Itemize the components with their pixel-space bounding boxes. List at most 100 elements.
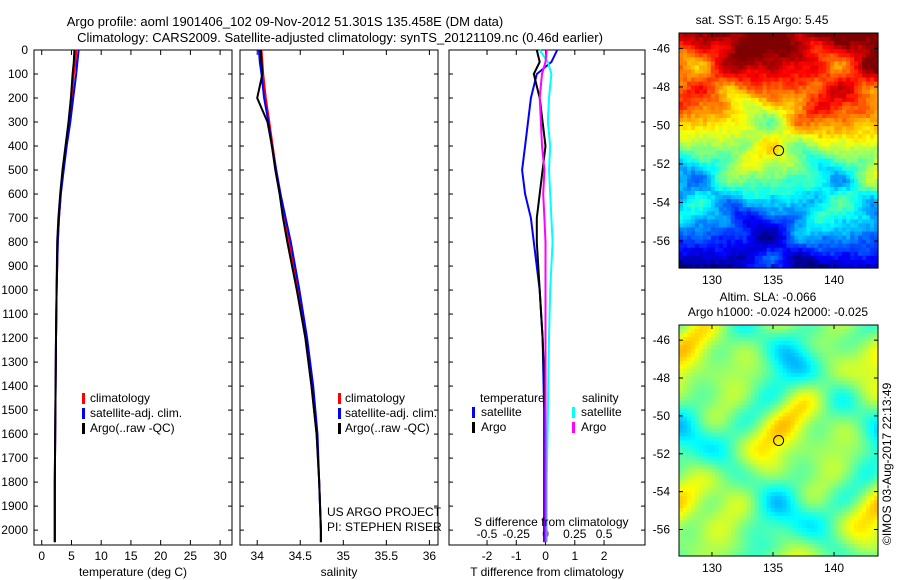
x-tick-label: 36 [423,549,437,563]
sst-map[interactable] [679,33,879,269]
depth-tick-label: 900 [8,259,28,273]
lat-tick-label: -48 [653,371,671,385]
depth-tick-label: 2000 [1,523,28,537]
argo-location-marker [773,145,785,157]
lat-tick-label: -50 [653,118,671,132]
lon-tick-label: 130 [702,273,722,287]
depth-tick-label: 500 [8,163,28,177]
x-tick-label: -2 [482,549,493,563]
lat-tick-label: -56 [653,234,671,248]
series-line-s-satellite [538,49,554,543]
profile-panel-1-frame [33,49,233,546]
series-line-argo-raw-qc- [256,49,322,543]
legend-swatch [338,408,341,419]
sla-map[interactable] [679,325,879,557]
x-tick-label: 34 [251,549,265,563]
lat-tick-label: -48 [653,80,671,94]
legend-label: Argo [481,420,507,434]
depth-tick-label: 400 [8,139,28,153]
title-line-2: Climatology: CARS2009. Satellite-adjuste… [77,30,603,45]
s-diff-tick-label: -0.25 [503,527,531,541]
depth-tick-label: 1000 [1,283,28,297]
lat-tick-label: -46 [653,333,671,347]
profile-panel-2-frame [239,49,439,546]
x-axis-label: temperature (deg C) [79,565,187,579]
s-diff-tick-label: -0.5 [477,527,498,541]
profile-panel-3-frame [448,49,646,546]
legend-swatch [82,393,85,404]
sla-map-title: Altim. SLA: -0.066 [720,290,817,304]
title-line-1: Argo profile: aoml 1901406_102 09-Nov-20… [67,14,504,29]
legend-label: satellite-adj. clim. [345,406,437,420]
x-tick-label: 35.5 [375,549,399,563]
x-tick-label: 25 [184,549,198,563]
x-tick-label: 5 [68,549,75,563]
legend-label: climatology [90,391,150,405]
legend-swatch [572,422,575,433]
depth-tick-label: 1600 [1,427,28,441]
depth-tick-label: 100 [8,67,28,81]
sla-map-subtitle: Argo h1000: -0.024 h2000: -0.025 [688,305,868,319]
legend-swatch [338,393,341,404]
sst-map-frame [678,32,879,269]
credit-text: US ARGO PROJECT [327,505,442,519]
s-diff-tick-label: 0.5 [596,527,613,541]
legend-title-salinity: salinity [582,391,619,405]
series-line-satellite-adj-clim- [53,49,80,543]
x-tick-label: -1 [511,549,522,563]
legend-swatch [82,408,85,419]
x-tick-label: 15 [124,549,138,563]
lon-tick-label: 140 [824,561,844,575]
x-tick-label: 35 [337,549,351,563]
x-tick-label: 34.5 [289,549,313,563]
depth-tick-label: 1200 [1,331,28,345]
legend-label: satellite [481,405,522,419]
lat-tick-label: -50 [653,409,671,423]
depth-tick-label: 300 [8,115,28,129]
lat-tick-label: -54 [653,485,671,499]
x-axis-label: T difference from climatology [470,565,624,579]
series-line-climatology [53,49,78,543]
series-line-t-satellite [521,49,559,543]
legend-label: climatology [345,391,405,405]
lat-tick-label: -52 [653,447,671,461]
depth-tick-label: 1900 [1,499,28,513]
x-tick-label: 0 [38,549,45,563]
series-line-s-argo [538,49,548,543]
depth-tick-label: 1100 [2,307,28,321]
series-line-argo-raw-qc- [53,49,76,543]
legend-swatch [472,407,475,418]
legend-swatch [472,422,475,433]
depth-tick-label: 1700 [1,451,28,465]
legend-label: Argo(..raw -QC) [90,421,175,435]
legend-label: Argo(..raw -QC) [345,421,430,435]
lon-tick-label: 130 [702,561,722,575]
depth-tick-label: 1800 [1,475,28,489]
watermark: ©IMOS 03-Aug-2017 22:13:49 [880,382,894,545]
legend-label: satellite-adj. clim. [90,406,182,420]
x-tick-label: 2 [601,549,608,563]
x-axis-label: salinity [321,565,358,579]
depth-tick-label: 1400 [1,379,28,393]
depth-tick-label: 800 [8,235,28,249]
lat-tick-label: -46 [653,41,671,55]
lon-tick-label: 140 [824,273,844,287]
depth-tick-label: 1300 [1,355,28,369]
sla-map-frame [678,324,879,557]
lon-tick-label: 135 [763,273,783,287]
legend-swatch [82,423,85,434]
x-tick-label: 10 [95,549,109,563]
s-diff-xlabel: S difference from climatology [474,515,629,529]
sst-map-title: sat. SST: 6.15 Argo: 5.45 [696,13,829,27]
lat-tick-label: -56 [653,522,671,536]
x-tick-label: 0 [542,549,549,563]
depth-tick-label: 700 [8,211,28,225]
x-tick-label: 1 [571,549,578,563]
depth-tick-label: 1500 [1,403,28,417]
lat-tick-label: -52 [653,157,671,171]
legend-label: satellite [581,405,622,419]
series-line-climatology [260,49,322,543]
x-tick-label: 20 [154,549,168,563]
x-tick-label: 30 [213,549,227,563]
